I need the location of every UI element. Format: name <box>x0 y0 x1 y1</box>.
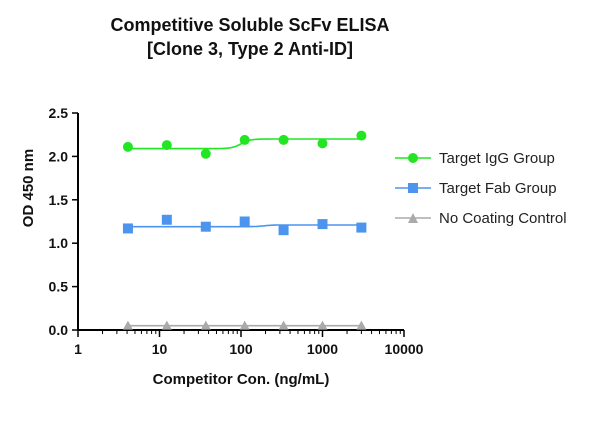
y-tick-label: 2.5 <box>49 105 69 121</box>
data-point <box>317 320 328 330</box>
y-tick-label: 1.5 <box>49 192 69 208</box>
data-point <box>161 140 172 151</box>
legend-swatch-igg <box>395 153 431 163</box>
data-point <box>278 134 289 145</box>
data-point <box>200 221 211 232</box>
legend-swatch-fab <box>395 183 431 193</box>
data-point <box>122 223 133 234</box>
data-point <box>317 219 328 230</box>
y-axis-title-wrap: OD 450 nm <box>20 108 40 268</box>
data-point <box>200 320 211 330</box>
data-point <box>278 225 289 236</box>
y-axis-title: OD 450 nm <box>20 148 37 228</box>
legend: Target IgG Group Target Fab Group No Coa… <box>395 143 567 233</box>
legend-item-fab: Target Fab Group <box>395 173 567 203</box>
y-tick-label: 0.5 <box>49 279 69 295</box>
legend-label-control: No Coating Control <box>439 209 567 227</box>
y-tick-label: 0.0 <box>49 322 69 338</box>
y-tick-label: 1.0 <box>49 235 69 251</box>
data-point <box>356 320 367 330</box>
legend-label-fab: Target Fab Group <box>439 179 557 197</box>
x-tick-label: 100 <box>229 341 253 357</box>
x-tick-label: 10 <box>152 341 168 357</box>
data-point <box>239 216 250 227</box>
x-tick-label: 1000 <box>307 341 338 357</box>
chart-title-line-1: Competitive Soluble ScFv ELISA <box>110 15 390 35</box>
data-point <box>239 134 250 145</box>
data-point <box>161 320 172 330</box>
legend-label-igg: Target IgG Group <box>439 149 555 167</box>
chart-title-line-2: [Clone 3, Type 2 Anti-ID] <box>146 39 353 59</box>
data-point <box>317 138 328 149</box>
x-tick-label: 10000 <box>385 341 424 357</box>
legend-swatch-control <box>395 213 431 223</box>
y-tick-label: 2.0 <box>49 148 69 164</box>
x-tick-label: 1 <box>74 341 82 357</box>
legend-item-control: No Coating Control <box>395 203 567 233</box>
data-point <box>122 320 133 330</box>
data-point <box>161 214 172 225</box>
data-point <box>239 320 250 330</box>
data-point <box>278 320 289 330</box>
data-point <box>356 130 367 141</box>
data-point <box>356 222 367 233</box>
data-point <box>200 148 211 159</box>
x-axis-title: Competitor Con. (ng/mL) <box>152 371 330 388</box>
legend-item-igg: Target IgG Group <box>395 143 567 173</box>
data-point <box>122 141 133 152</box>
